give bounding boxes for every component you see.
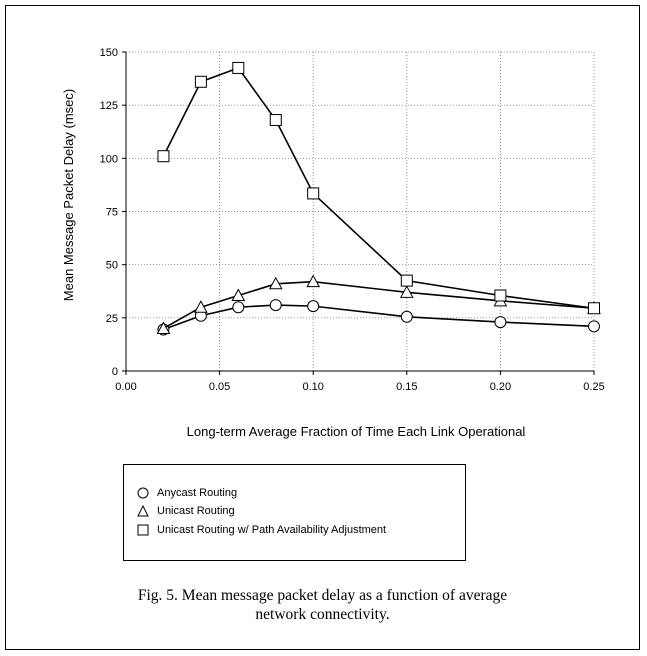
x-axis-title: Long-term Average Fraction of Time Each … xyxy=(187,424,526,439)
caption-line-2: network connectivity. xyxy=(255,606,390,623)
data-point-circle xyxy=(588,320,600,333)
legend-label-unicast: Unicast Routing xyxy=(157,505,235,517)
series-group xyxy=(156,61,601,336)
legend-item-unicast-adjusted: Unicast Routing w/ Path Availability Adj… xyxy=(137,522,386,538)
y-tick-label: 100 xyxy=(100,153,118,165)
legend: Anycast Routing Unicast Routing Unicast … xyxy=(123,464,466,561)
series-line-square xyxy=(162,66,595,310)
y-axis-title: Mean Message Packet Delay (msec) xyxy=(61,89,76,301)
data-point-square xyxy=(269,114,282,127)
legend-label-unicast-adjusted: Unicast Routing w/ Path Availability Adj… xyxy=(157,524,387,536)
data-point-square xyxy=(494,289,507,302)
axes xyxy=(122,51,595,375)
grid xyxy=(126,51,595,371)
circle-marker-icon xyxy=(137,487,149,499)
data-point-triangle xyxy=(399,285,414,298)
y-tick-label: 125 xyxy=(100,100,118,112)
tick-labels: 0 25 50 75 100 125 150 0.00 0.05 0.10 0.15 0.20 0.25 xyxy=(100,47,605,393)
data-point-square xyxy=(232,61,245,74)
data-point-square xyxy=(307,187,320,200)
figure-caption: Fig. 5. Mean message packet delay as a f… xyxy=(6,586,639,624)
y-tick-label: 50 xyxy=(106,260,118,272)
data-point-triangle xyxy=(306,274,321,288)
series-line-circle xyxy=(163,304,595,331)
data-point-circle xyxy=(307,300,320,313)
x-tick-label: 0.05 xyxy=(209,381,230,393)
legend-item-anycast: Anycast Routing xyxy=(137,485,237,501)
x-tick-label: 0.20 xyxy=(490,381,511,393)
line-chart: 0 25 50 75 100 125 150 0.00 0.05 0.10 0.15 0.20 0.25… xyxy=(61,47,605,439)
legend-item-unicast: Unicast Routing xyxy=(137,503,235,519)
y-tick-label: 25 xyxy=(106,313,118,325)
data-point-circle xyxy=(494,316,507,329)
legend-label-anycast: Anycast Routing xyxy=(157,487,238,499)
data-point-square xyxy=(588,302,600,315)
data-point-square xyxy=(194,75,207,88)
data-point-triangle xyxy=(156,321,171,334)
data-point-triangle xyxy=(194,300,208,313)
triangle-marker-icon xyxy=(137,505,149,517)
x-tick-label: 0.10 xyxy=(302,381,323,393)
data-point-square xyxy=(400,274,413,287)
y-tick-label: 0 xyxy=(112,366,118,378)
x-tick-label: 0.00 xyxy=(115,381,136,393)
data-point-triangle xyxy=(268,276,283,290)
x-tick-label: 0.15 xyxy=(396,381,417,393)
data-point-circle xyxy=(400,310,413,323)
data-point-circle xyxy=(232,301,245,314)
y-tick-label: 150 xyxy=(100,47,118,59)
series-line-triangle xyxy=(163,280,595,330)
x-tick-label: 0.25 xyxy=(583,381,604,393)
data-point-circle xyxy=(269,299,282,312)
figure-frame: 0 25 50 75 100 125 150 0.00 0.05 0.10 0.15 0.20 0.25… xyxy=(5,5,640,650)
square-marker-icon xyxy=(137,524,149,536)
data-point-triangle xyxy=(231,288,246,302)
y-tick-label: 75 xyxy=(106,207,118,219)
data-point-square xyxy=(157,150,170,163)
caption-line-1: Fig. 5. Mean message packet delay as a f… xyxy=(137,587,508,604)
